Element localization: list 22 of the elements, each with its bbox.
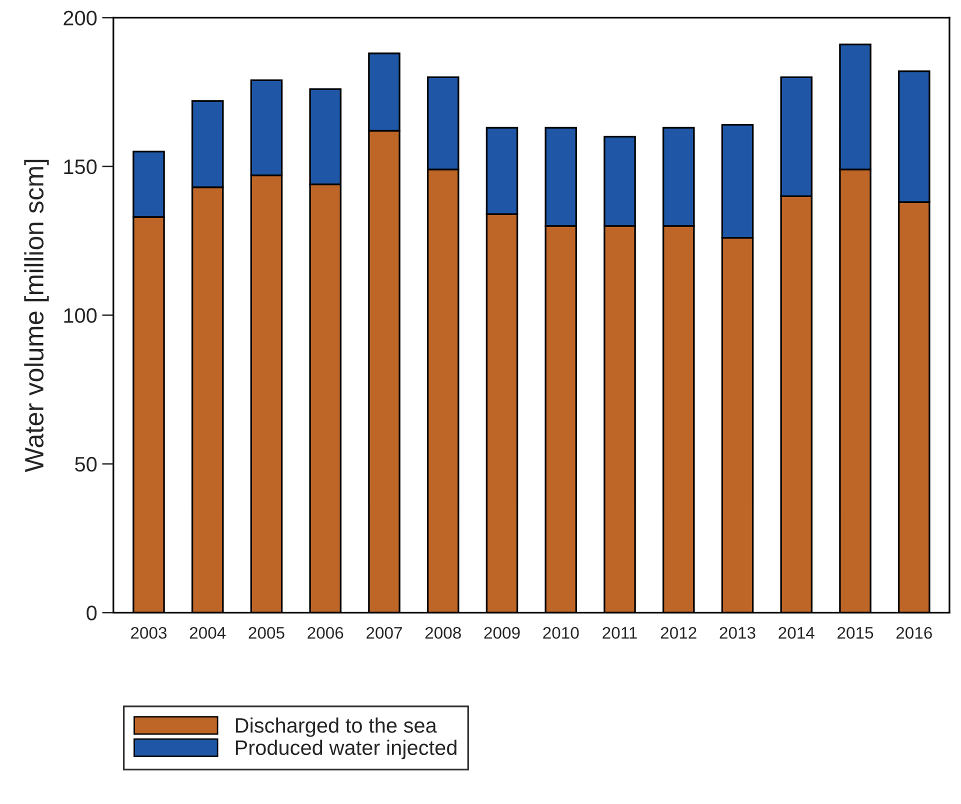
y-axis-title: Water volume [million scm]	[24, 160, 49, 472]
y-tick-label: 100	[64, 308, 97, 323]
x-tick-label: 2014	[778, 626, 814, 639]
x-tick-label: 2011	[602, 626, 637, 639]
y-tick-label: 200	[64, 10, 97, 26]
x-tick-label: 2008	[425, 626, 461, 639]
x-tick-label: 2006	[308, 626, 344, 639]
y-tick-label: 50	[75, 456, 97, 472]
x-tick-label: 2010	[543, 626, 579, 639]
x-tick-label: 2013	[720, 626, 756, 639]
y-tick-label: 0	[86, 606, 97, 620]
x-tick-label: 2007	[366, 626, 402, 639]
y-tick-label: 150	[64, 159, 97, 174]
x-tick-label: 2004	[190, 626, 226, 639]
x-tick-label: 2003	[131, 626, 167, 639]
legend-label: Discharged to the sea	[236, 718, 437, 737]
x-tick-label: 2005	[248, 626, 284, 639]
x-tick-label: 2016	[896, 626, 932, 639]
x-tick-label: 2015	[838, 626, 874, 639]
legend-label: Produced water injected	[236, 740, 456, 760]
x-tick-label: 2009	[484, 626, 520, 639]
x-tick-label: 2012	[660, 626, 696, 639]
